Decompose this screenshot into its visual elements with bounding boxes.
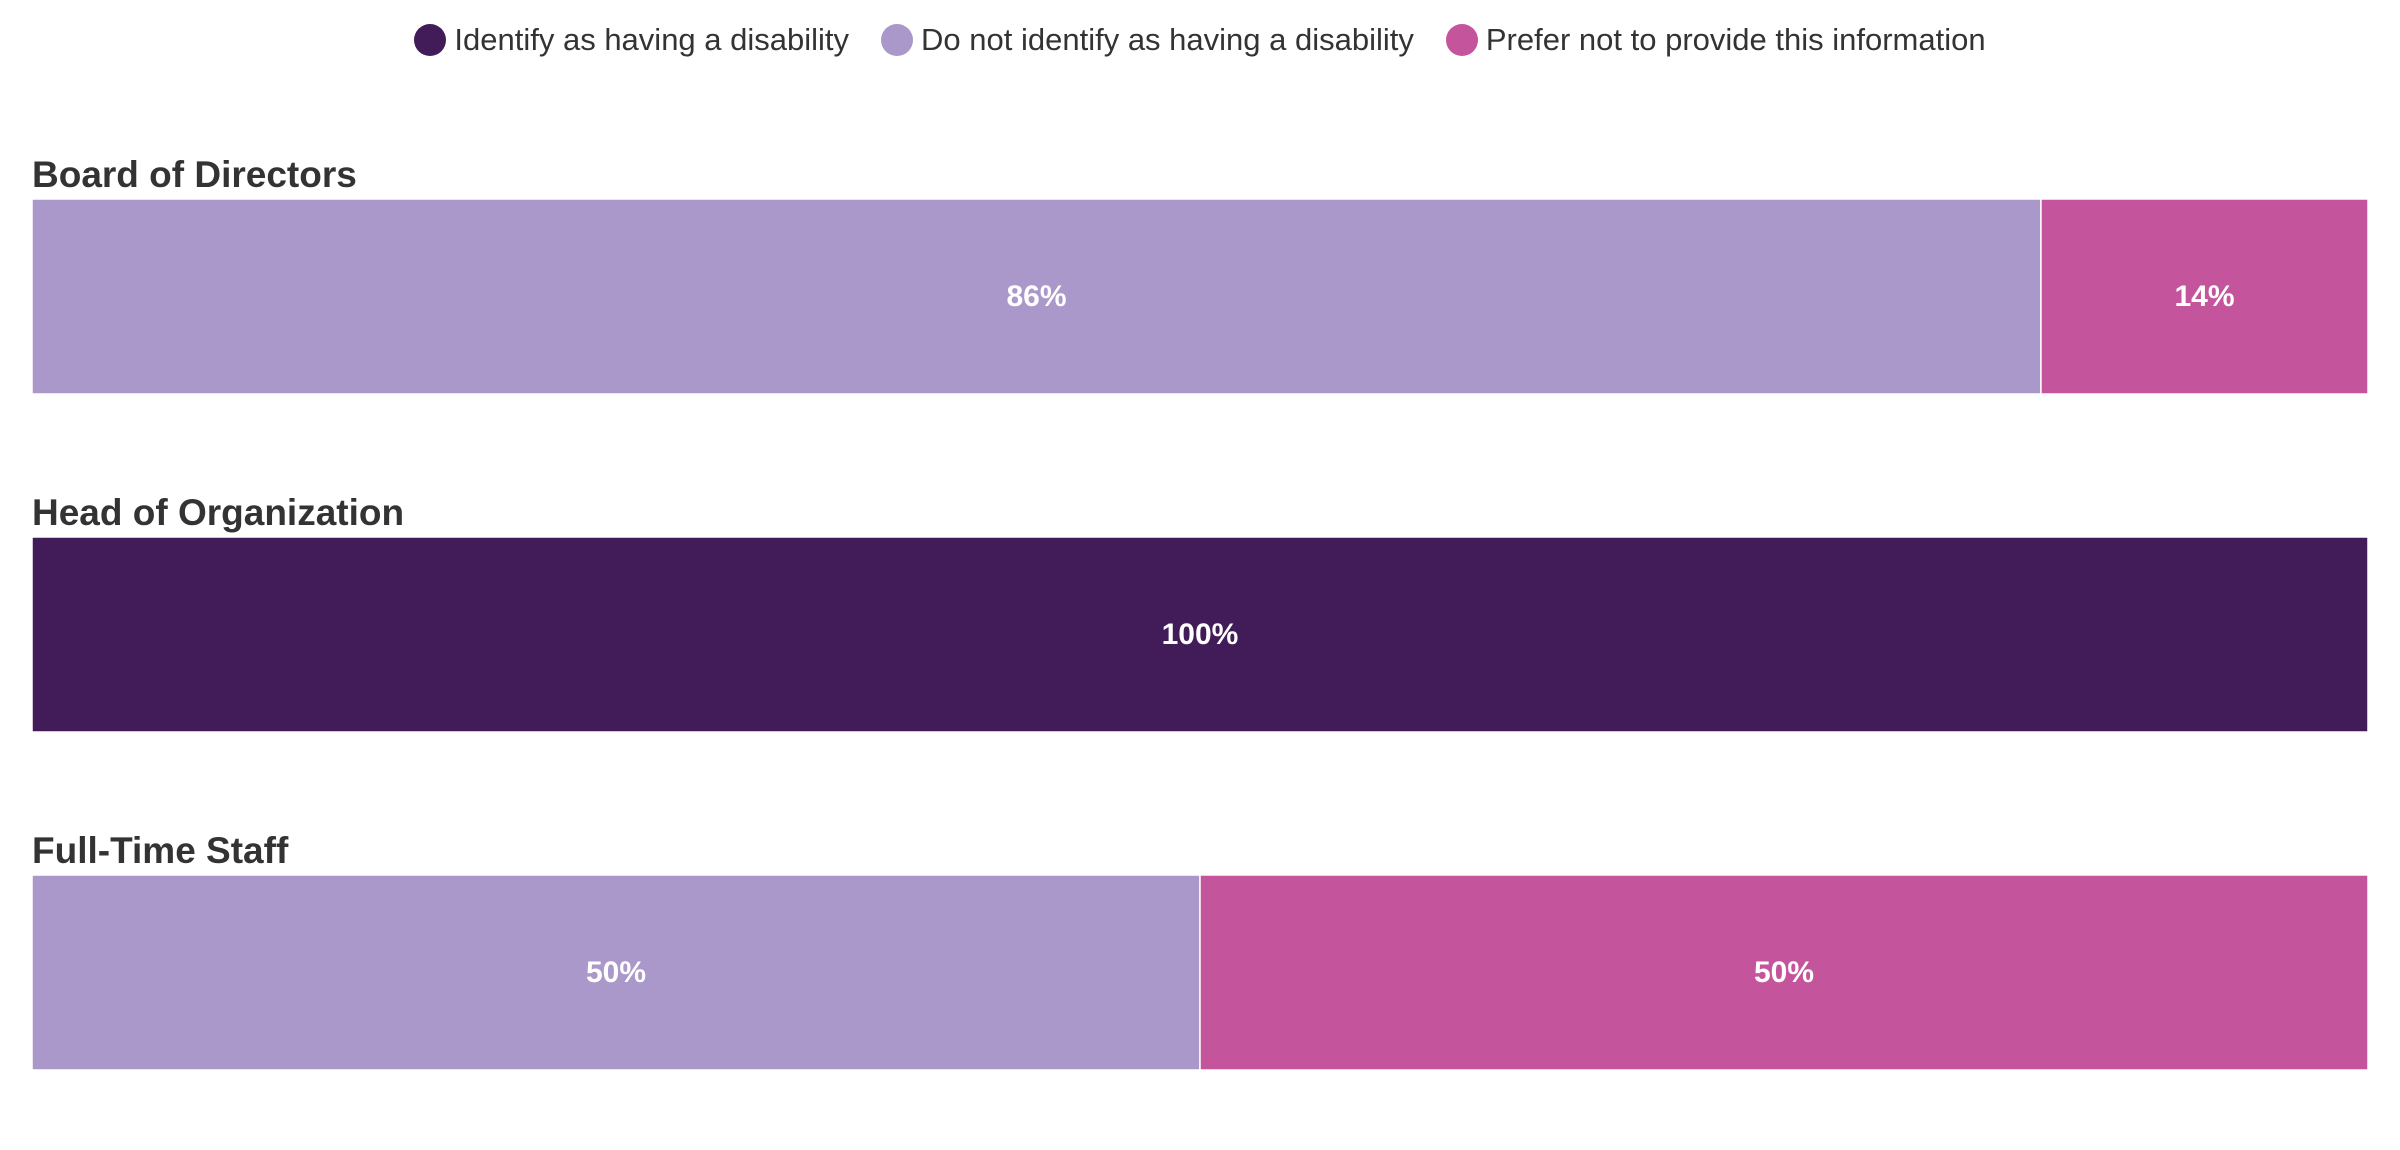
legend-item-prefer-not-to-provide-this-information[interactable]: Prefer not to provide this information <box>1445 22 1986 58</box>
bar-segment-prefer-not-to-provide-this-information[interactable] <box>2040 198 2369 395</box>
category-label: Full-Time Staff <box>32 830 289 871</box>
legend-swatch <box>1445 24 1478 56</box>
bar-value-label: 14% <box>2174 280 2234 313</box>
bar-value-label: 50% <box>586 956 646 989</box>
bar-value-label: 50% <box>1754 956 1814 989</box>
bar-value-label: 100% <box>1162 618 1239 651</box>
legend-label: Prefer not to provide this information <box>1485 22 1986 57</box>
bar-segment-prefer-not-to-provide-this-information[interactable] <box>1199 874 2369 1071</box>
group-full-time-staff: Full-Time Staff 50% 50% <box>31 830 2369 1071</box>
bar-segment-do-not-identify-as-having-a-disability[interactable] <box>31 874 1201 1071</box>
legend-swatch <box>881 24 914 56</box>
legend: Identify as having a disability Do not id… <box>0 22 2400 58</box>
legend-item-do-not-identify-as-having-a-disability[interactable]: Do not identify as having a disability <box>881 22 1414 58</box>
legend-swatch <box>414 24 447 56</box>
legend-item-identify-as-having-a-disability[interactable]: Identify as having a disability <box>414 22 849 58</box>
bar-segment-identify-as-having-a-disability[interactable] <box>31 536 2369 733</box>
category-label: Head of Organization <box>32 492 404 533</box>
group-head-of-organization: Head of Organization 100% <box>31 492 2369 733</box>
legend-label: Do not identify as having a disability <box>921 22 1414 57</box>
bar-value-label: 86% <box>1006 280 1066 313</box>
category-label: Board of Directors <box>32 154 357 195</box>
bar-segment-do-not-identify-as-having-a-disability[interactable] <box>31 198 2042 395</box>
legend-label: Identify as having a disability <box>454 22 850 57</box>
group-board-of-directors: Board of Directors 86% 14% <box>31 154 2369 395</box>
